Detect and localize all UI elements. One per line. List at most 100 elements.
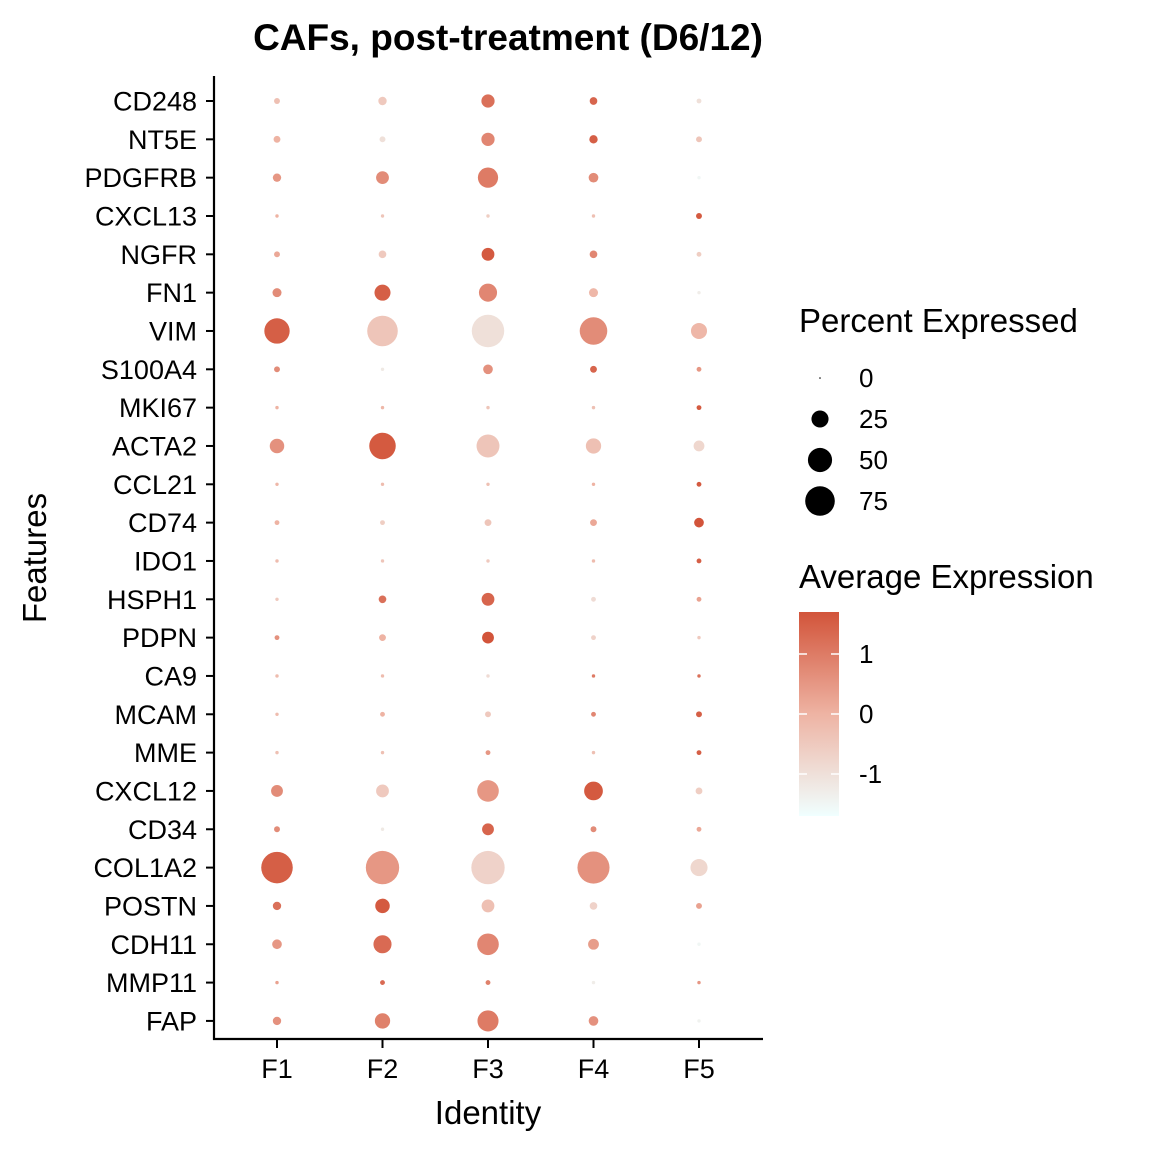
dot-point [693,440,705,452]
y-tick-label: S100A4 [101,355,197,385]
dot-point [486,674,490,678]
dot-point [591,482,596,487]
size-legend-title: Percent Expressed [799,302,1078,339]
y-tick-label: COL1A2 [93,853,197,883]
x-tick-label: F3 [472,1054,504,1084]
dot-point [696,405,702,411]
dot-point [273,135,281,143]
dot-point [380,405,385,410]
dot-point [269,438,285,454]
y-tick-label: MCAM [115,700,198,730]
dot-point [696,481,702,487]
dot-point [274,366,280,373]
size-legend: Percent Expressed 0 25 50 75 [799,302,1078,516]
dot-point [485,711,491,718]
dot-point [485,980,491,986]
dot-point [697,635,701,640]
dot-point [696,558,702,564]
dot-point [697,980,701,985]
size-legend-label: 75 [859,486,888,516]
dot-point [588,288,599,298]
dot-point [374,284,391,301]
dot-point [591,559,596,563]
dot-point [486,482,490,487]
y-tick-label: POSTN [104,891,197,921]
dot-point [577,851,610,884]
color-legend-title: Average Expression [799,558,1094,595]
dot-point [380,711,385,717]
dot-point [696,251,702,257]
x-tick-label: F4 [578,1054,610,1084]
color-legend: Average Expression 1 0 -1 [799,558,1094,816]
dot-point [696,366,702,372]
size-legend-dot [805,486,835,516]
dot-point [588,172,599,183]
y-tick-label: CCL21 [113,470,197,500]
dot-point [486,405,490,410]
dot-point [591,980,596,985]
dot-point [589,902,598,910]
dot-point [591,711,596,717]
dot-point [591,750,596,755]
dot-point [588,1016,599,1026]
dot-point [694,517,704,528]
dot-point [484,519,492,527]
y-tick-label: MME [134,738,197,768]
data-points [261,94,708,1032]
dot-point [481,899,495,913]
dot-point [380,520,385,526]
dot-point [590,365,597,373]
dot-point [589,135,598,144]
dot-point [589,97,598,105]
dot-point [697,175,701,180]
dot-point [481,94,495,108]
dot-point [275,214,279,218]
dot-point [275,750,279,755]
y-tick-label: CD34 [128,815,197,845]
size-legend-dot [807,447,833,473]
chart-title: CAFs, post-treatment (D6/12) [253,17,763,58]
y-tick-label: FN1 [146,278,197,308]
dot-point [696,750,702,756]
dot-point [380,559,385,563]
dot-point [380,482,385,487]
x-axis-ticks: F1 F2 F3 F4 F5 [261,1040,715,1084]
dot-point [477,933,499,956]
size-legend-label: 25 [859,404,888,434]
dot-point [697,942,701,946]
size-legend-dot [811,410,829,428]
color-legend-ticks: 1 0 -1 [799,639,882,789]
dot-point [275,712,279,716]
dot-point [696,213,702,219]
y-tick-label: ACTA2 [112,431,197,461]
y-tick-label: PDPN [122,623,197,653]
dot-point [696,826,702,832]
dot-point [274,635,280,641]
dot-point [696,596,702,602]
dot-point [486,559,490,563]
dot-point [591,635,596,641]
dot-point [697,290,701,295]
dot-point [380,980,385,986]
dot-point [478,283,498,302]
x-tick-label: F1 [261,1054,293,1084]
dot-point [482,823,494,836]
dot-point [486,214,490,218]
dot-point [367,315,398,347]
dot-point [696,98,702,104]
dot-point [365,850,400,885]
dot-point [261,851,293,884]
dot-point [591,596,596,602]
dot-point [272,288,282,298]
dot-point [380,214,385,218]
y-tick-label: VIM [149,316,197,346]
dot-point [477,1010,499,1032]
size-legend-label: 50 [859,445,888,475]
dot-point [380,750,385,755]
dot-point [378,250,387,259]
size-legend-keys: 0 25 50 75 [805,363,888,516]
dot-point [477,167,499,188]
size-legend-dot [819,377,821,379]
x-axis-title: Identity [435,1094,542,1131]
dot-point [476,434,500,458]
